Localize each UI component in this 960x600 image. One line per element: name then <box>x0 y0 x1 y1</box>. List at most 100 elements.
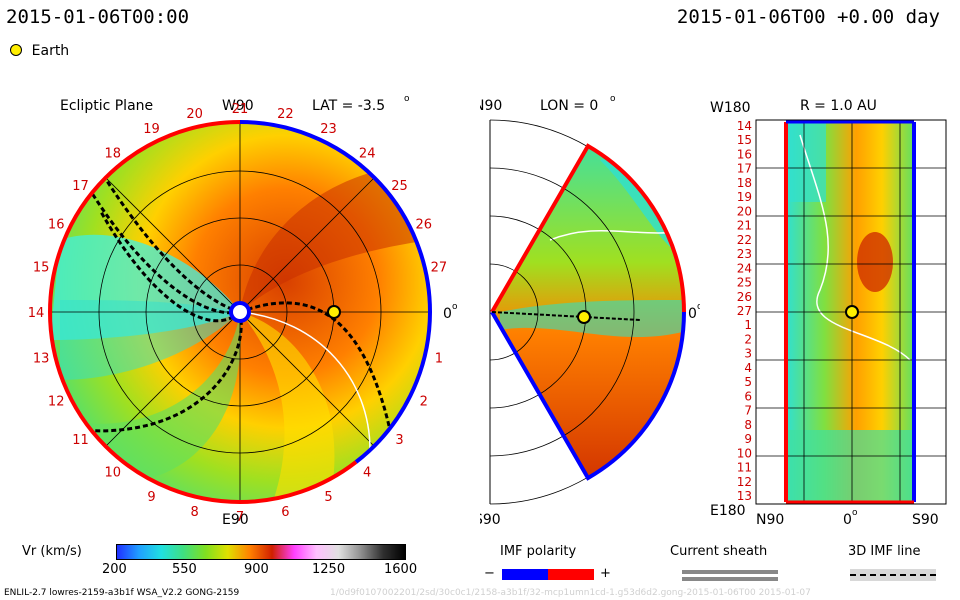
ecliptic-negative-polarity-rim <box>239 120 433 464</box>
radial-y-label-18: 18 <box>737 176 752 190</box>
ecliptic-right-label: 0 <box>443 306 452 322</box>
carrington-label-13: 13 <box>33 351 50 366</box>
ecliptic-right-degree: o <box>452 302 458 312</box>
radial-y-label-22: 22 <box>737 233 752 247</box>
ecliptic-bottom-label: E90 <box>222 512 249 528</box>
radial-y-label-26: 26 <box>737 290 752 304</box>
ecliptic-lat-label: LAT = -3.5 <box>312 98 385 114</box>
sun-icon <box>229 301 251 323</box>
earth-position-icon <box>327 305 341 319</box>
radial-x-label-degree: o <box>852 508 858 518</box>
meridional-lon-label: LON = 0 <box>540 98 598 114</box>
imf-polarity-negative-swatch <box>502 569 548 580</box>
radial-y-label-2: 2 <box>744 333 752 347</box>
footer-right: 1/0d9f0107002201/2sd/30c0c1/2158-a3b1f/3… <box>330 588 811 598</box>
imf-line-swatch <box>850 569 936 581</box>
timestamp-left: 2015-01-06T00:00 <box>6 6 190 28</box>
ecliptic-title: Ecliptic Plane <box>60 98 153 114</box>
carrington-label-6: 6 <box>281 505 289 520</box>
carrington-label-21: 21 <box>232 102 249 117</box>
radial-title: R = 1.0 AU <box>800 98 877 114</box>
radial-y-label-24: 24 <box>737 261 752 275</box>
colorbar-tick-900: 900 <box>244 562 269 577</box>
carrington-label-14: 14 <box>28 306 45 321</box>
carrington-label-8: 8 <box>190 505 198 520</box>
radial-panel: W180 R = 1.0 AU 141516171819202122232425… <box>710 98 947 528</box>
carrington-label-15: 15 <box>33 261 50 276</box>
carrington-label-24: 24 <box>359 147 376 162</box>
imf-polarity-minus: − <box>484 566 495 581</box>
radial-y-label-4: 4 <box>744 361 752 375</box>
earth-legend: Earth <box>10 40 69 59</box>
colorbar-tick-200: 200 <box>102 562 127 577</box>
meridional-right-degree: o <box>697 302 700 312</box>
carrington-label-4: 4 <box>363 466 371 481</box>
radial-y-label-17: 17 <box>737 162 752 176</box>
ecliptic-positive-polarity-rim <box>47 120 358 505</box>
radial-y-label-21: 21 <box>737 219 752 233</box>
radial-y-label-25: 25 <box>737 276 752 290</box>
meridional-lon-degree: o <box>610 94 616 104</box>
radial-y-label-19: 19 <box>737 190 752 204</box>
radial-y-label-10: 10 <box>737 446 752 460</box>
radial-y-label-16: 16 <box>737 148 752 162</box>
meridional-right-label: 0 <box>688 306 697 322</box>
radial-y-label-27: 27 <box>737 304 752 318</box>
carrington-label-1: 1 <box>435 351 443 366</box>
radial-y-label-5: 5 <box>744 375 752 389</box>
imf-polarity-plus: + <box>600 566 611 581</box>
radial-earth-icon <box>845 305 859 319</box>
carrington-label-10: 10 <box>105 466 122 481</box>
carrington-label-27: 27 <box>431 261 448 276</box>
carrington-label-16: 16 <box>48 218 65 233</box>
carrington-label-17: 17 <box>72 179 89 194</box>
radial-y-label-13: 13 <box>737 489 752 503</box>
carrington-label-23: 23 <box>320 122 337 137</box>
carrington-label-12: 12 <box>48 395 65 410</box>
colorbar-tick-1250: 1250 <box>312 562 346 577</box>
radial-y-label-3: 3 <box>744 347 752 361</box>
ecliptic-top-label: W90 <box>222 98 254 114</box>
carrington-label-5: 5 <box>324 490 332 505</box>
carrington-label-11: 11 <box>72 433 89 448</box>
radial-y-label-6: 6 <box>744 389 752 403</box>
earth-label: Earth <box>31 43 70 59</box>
current-sheath-line-top <box>682 570 778 574</box>
colorbar-label: Vr (km/s) <box>22 544 82 559</box>
radial-y-label-23: 23 <box>737 247 752 261</box>
meridional-earth-icon <box>577 310 591 324</box>
radial-y-label-7: 7 <box>744 404 752 418</box>
timestamp-right: 2015-01-06T00 +0.00 day <box>676 6 940 28</box>
meridional-panel: N90 LON = 0 o 0 o S90 <box>480 94 700 528</box>
radial-y-label-8: 8 <box>744 418 752 432</box>
footer-left: ENLIL-2.7 lowres-2159-a3b1f WSA_V2.2 GON… <box>4 588 240 598</box>
meridional-top-label: N90 <box>480 98 502 114</box>
radial-bottom-left-label: E180 <box>710 503 746 519</box>
current-sheath-title: Current sheath <box>670 544 768 559</box>
carrington-label-7: 7 <box>236 510 244 525</box>
carrington-label-3: 3 <box>395 433 403 448</box>
colorbar-scale <box>116 544 406 560</box>
colorbar-tick-1600: 1600 <box>384 562 418 577</box>
radial-y-label-12: 12 <box>737 475 752 489</box>
imf-line-title: 3D IMF line <box>848 544 921 559</box>
radial-y-labels: 1415161718192021222324252627123456789101… <box>737 119 752 503</box>
radial-x-label-0: 0 <box>843 512 852 528</box>
imf-polarity-positive-swatch <box>548 569 594 580</box>
carrington-label-19: 19 <box>143 122 160 137</box>
carrington-label-9: 9 <box>147 490 155 505</box>
radial-y-label-11: 11 <box>737 461 752 475</box>
earth-marker-icon <box>10 44 22 56</box>
meridional-bottom-label: S90 <box>480 512 501 528</box>
radial-y-label-20: 20 <box>737 204 752 218</box>
colorbar-tick-550: 550 <box>172 562 197 577</box>
ecliptic-lat-degree: o <box>404 94 410 104</box>
imf-polarity-title: IMF polarity <box>500 544 577 559</box>
carrington-label-20: 20 <box>186 107 203 122</box>
carrington-label-25: 25 <box>391 179 408 194</box>
radial-x-label-n90: N90 <box>756 512 784 528</box>
radial-x-label-s90: S90 <box>912 512 939 528</box>
carrington-label-2: 2 <box>420 395 428 410</box>
carrington-label-18: 18 <box>105 147 122 162</box>
